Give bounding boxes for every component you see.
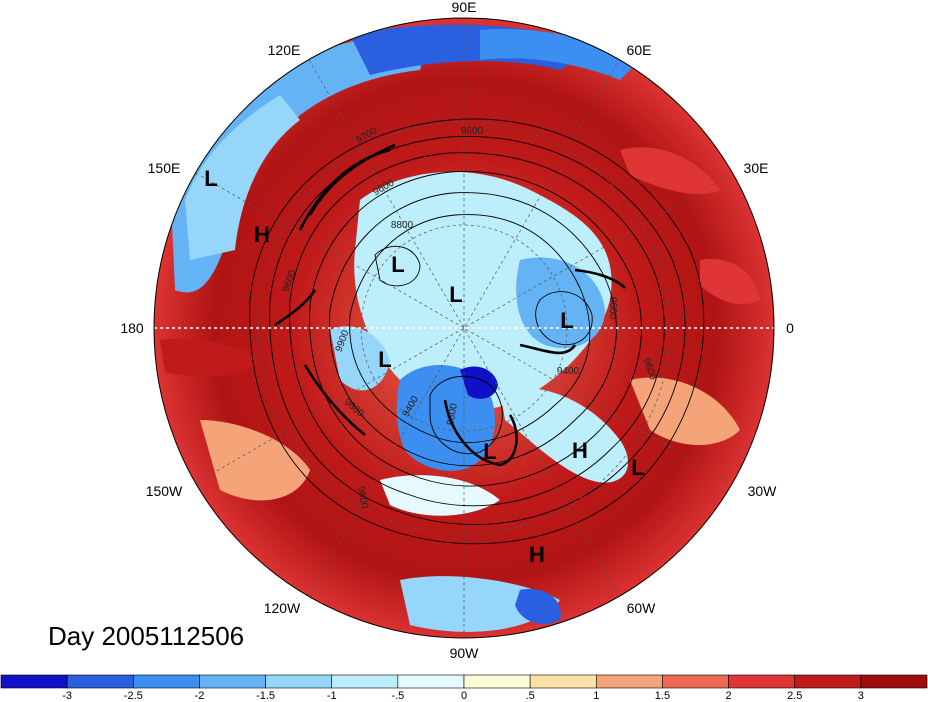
colorbar-tick-label: 1 — [593, 690, 599, 702]
longitude-label: 60W — [627, 600, 657, 616]
colorbar-swatch — [132, 674, 200, 689]
colorbar-swatch — [463, 674, 531, 689]
colorbar-tick-label: -3 — [62, 690, 72, 702]
longitude-label: 120E — [268, 42, 301, 58]
low-pressure-marker: L — [204, 166, 217, 191]
graticule — [154, 18, 774, 638]
longitude-label: 30E — [744, 160, 769, 176]
colorbar-swatch — [199, 674, 266, 689]
contour-label: 9600 — [355, 486, 370, 510]
longitude-label: 30W — [748, 483, 778, 499]
low-pressure-marker: L — [449, 282, 462, 307]
longitude-label: 150E — [148, 160, 181, 176]
low-pressure-marker: L — [391, 252, 404, 277]
longitude-label: 60E — [627, 42, 652, 58]
colorbar-tick-label: -2 — [195, 690, 205, 702]
colorbar-tick-label: .5 — [526, 690, 535, 702]
colorbar-tick-label: -1 — [327, 690, 337, 702]
longitude-label: 0 — [786, 320, 794, 336]
colorbar-tick-label: 0 — [461, 690, 467, 702]
longitude-label: 90W — [450, 645, 480, 661]
colorbar-swatch — [595, 674, 663, 689]
low-pressure-marker: L — [378, 347, 391, 372]
height-contours — [249, 118, 705, 545]
colorbar: -3 -2.5 -2 -1.5 -1 -.5 0 .5 1 1.5 2 2.5 3 — [0, 674, 928, 702]
colorbar-swatch — [860, 674, 928, 689]
colorbar-swatch — [66, 674, 134, 689]
longitude-label: 150W — [146, 483, 183, 499]
colorbar-swatch — [794, 674, 862, 689]
contour-label: 8800 — [391, 220, 414, 231]
low-pressure-marker: L — [483, 439, 496, 464]
colorbar-swatch — [331, 674, 399, 689]
colorbar-tick-label: 1.5 — [655, 690, 670, 702]
colorbar-swatch — [265, 674, 333, 689]
longitude-label: 120W — [264, 600, 301, 616]
contour-label: 9400 — [557, 366, 580, 377]
colorbar-tick-label: -1.5 — [256, 690, 275, 702]
colorbar-swatch — [0, 674, 68, 689]
high-pressure-marker: H — [254, 222, 270, 247]
contour-label: 9600 — [607, 297, 618, 320]
low-pressure-marker: L — [631, 455, 644, 480]
colorbar-tick-label: 3 — [858, 690, 864, 702]
colorbar-tick-label: -2.5 — [124, 690, 143, 702]
map-boundary — [153, 17, 775, 639]
colorbar-swatch — [529, 674, 597, 689]
colorbar-tick-label: 2 — [726, 690, 732, 702]
map-title: Day 2005112506 — [48, 621, 244, 651]
colorbar-swatch — [662, 674, 729, 689]
high-pressure-marker: H — [529, 542, 545, 567]
low-pressure-marker: L — [560, 308, 573, 333]
colorbar-swatch — [728, 674, 796, 689]
longitude-label: 180 — [120, 320, 144, 336]
high-pressure-marker: H — [572, 438, 588, 463]
contour-label: 8800 — [445, 402, 460, 426]
colorbar-swatch — [397, 674, 465, 689]
colorbar-tick-label: -.5 — [391, 690, 404, 702]
colorbar-tick-label: 2.5 — [787, 690, 802, 702]
longitude-label: 90E — [452, 0, 477, 15]
jet-contours — [274, 143, 626, 467]
contour-label: 9600 — [461, 126, 484, 137]
